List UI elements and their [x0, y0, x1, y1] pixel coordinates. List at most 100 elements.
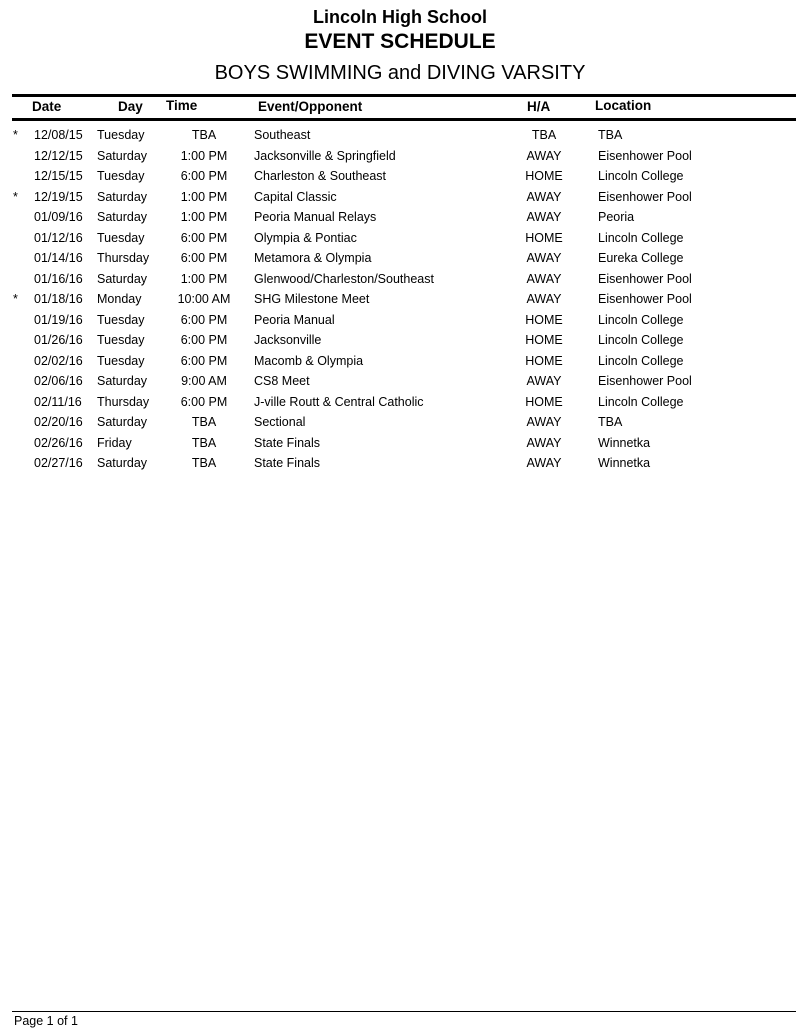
cell-date: 01/16/16	[34, 271, 83, 286]
cell-event: Jacksonville	[254, 333, 322, 347]
table-row: * 12/19/15 Saturday 1:00 PM Capital Classic A…	[0, 190, 800, 210]
page-title: EVENT SCHEDULE	[304, 30, 496, 53]
cell-date: 01/26/16	[34, 333, 83, 347]
cell-event: Southeast	[254, 128, 311, 142]
cell-location: Eisenhower Pool	[598, 374, 692, 388]
col-header-time: Time	[166, 98, 198, 113]
cell-time: 1:00 PM	[180, 210, 228, 224]
cell-event: Metamora & Olympia	[254, 251, 372, 265]
cell-event: Capital Classic	[254, 189, 337, 204]
cell-time: 6:00 PM	[180, 312, 228, 327]
cell-home-away: AWAY	[526, 456, 562, 470]
table-row: 02/11/16 Thursday 6:00 PM J-ville Routt & C…	[0, 395, 800, 415]
cell-time: 6:00 PM	[180, 394, 228, 409]
cell-date: 01/19/16	[34, 312, 83, 327]
cell-home-away: AWAY	[526, 189, 562, 204]
table-row: 02/06/16 Saturday 9:00 AM CS8 Meet AWAY Eisen…	[0, 374, 800, 394]
school-name: Lincoln High School	[313, 7, 487, 27]
table-row: 01/16/16 Saturday 1:00 PM Glenwood/Charlest…	[0, 272, 800, 292]
cell-home-away: AWAY	[526, 148, 562, 163]
table-row: 01/12/16 Tuesday 6:00 PM Olympia & Pontiac H…	[0, 231, 800, 251]
cell-date: 02/06/16	[34, 374, 83, 388]
cell-time: 9:00 AM	[181, 374, 227, 388]
header-top-rule	[12, 94, 796, 97]
cell-location: Winnetka	[598, 435, 651, 450]
cell-day: Thursday	[97, 394, 150, 409]
cell-date: 02/27/16	[34, 456, 83, 470]
cell-event: CS8 Meet	[254, 374, 310, 388]
table-row: * 01/18/16 Monday 10:00 AM SHG Milestone Mee…	[0, 292, 800, 312]
cell-home-away: AWAY	[526, 374, 562, 388]
row-marker: *	[13, 292, 18, 306]
col-header-event: Event/Opponent	[258, 99, 363, 114]
row-marker: *	[13, 128, 18, 142]
cell-home-away: HOME	[525, 230, 563, 245]
cell-home-away: AWAY	[526, 292, 562, 306]
cell-event: Peoria Manual Relays	[254, 210, 377, 224]
cell-time: TBA	[191, 128, 217, 142]
cell-home-away: AWAY	[526, 415, 562, 429]
page-subtitle: BOYS SWIMMING and DIVING VARSITY	[214, 62, 586, 84]
table-row: 01/14/16 Thursday 6:00 PM Metamora & Olympi…	[0, 251, 800, 271]
cell-location: Lincoln College	[598, 353, 684, 368]
cell-date: 12/08/15	[34, 128, 83, 142]
cell-time: TBA	[191, 435, 217, 450]
cell-date: 01/14/16	[34, 251, 83, 265]
table-row: 01/19/16 Tuesday 6:00 PM Peoria Manual HOME L…	[0, 313, 800, 333]
cell-home-away: HOME	[525, 169, 563, 183]
cell-date: 02/26/16	[34, 435, 83, 450]
cell-location: Peoria	[598, 210, 635, 224]
table-row: 02/26/16 Friday TBA State Finals AWAY Winnetk…	[0, 436, 800, 456]
cell-location: Winnetka	[598, 456, 651, 470]
cell-time: 6:00 PM	[180, 169, 228, 183]
cell-date: 02/02/16	[34, 353, 83, 368]
table-row: 02/27/16 Saturday TBA State Finals AWAY Winne…	[0, 456, 800, 476]
cell-date: 12/15/15	[34, 169, 83, 183]
cell-event: State Finals	[254, 456, 321, 470]
cell-location: Eureka College	[598, 251, 684, 265]
col-header-ha: H/A	[527, 99, 551, 114]
table-row: 12/15/15 Tuesday 6:00 PM Charleston & South…	[0, 169, 800, 189]
cell-date: 01/12/16	[34, 230, 83, 245]
cell-location: Lincoln College	[598, 312, 684, 327]
cell-day: Saturday	[97, 189, 148, 204]
table-row: 02/02/16 Tuesday 6:00 PM Macomb & Olympia HO…	[0, 354, 800, 374]
cell-day: Tuesday	[97, 312, 145, 327]
cell-location: TBA	[598, 128, 623, 142]
cell-event: Jacksonville & Springfield	[254, 148, 396, 163]
cell-event: SHG Milestone Meet	[254, 292, 370, 306]
cell-time: 6:00 PM	[180, 230, 228, 245]
cell-home-away: AWAY	[526, 251, 562, 265]
cell-home-away: HOME	[525, 333, 563, 347]
cell-location: Lincoln College	[598, 230, 684, 245]
cell-home-away: AWAY	[526, 271, 562, 286]
cell-location: Lincoln College	[598, 169, 684, 183]
cell-home-away: HOME	[525, 312, 563, 327]
cell-day: Tuesday	[97, 353, 145, 368]
cell-day: Saturday	[97, 148, 148, 163]
cell-date: 02/20/16	[34, 415, 83, 429]
table-row: * 12/08/15 Tuesday TBA Southeast TBA TBA	[0, 128, 800, 148]
cell-location: Lincoln College	[598, 333, 684, 347]
cell-date: 01/09/16	[34, 210, 83, 224]
cell-day: Monday	[97, 292, 142, 306]
cell-home-away: TBA	[531, 128, 557, 142]
cell-day: Tuesday	[97, 333, 145, 347]
cell-location: Eisenhower Pool	[598, 189, 692, 204]
cell-time: 6:00 PM	[180, 353, 228, 368]
table-row: 01/26/16 Tuesday 6:00 PM Jacksonville HOME Li…	[0, 333, 800, 353]
cell-time: 1:00 PM	[180, 148, 228, 163]
cell-date: 02/11/16	[34, 394, 82, 409]
cell-day: Saturday	[97, 415, 148, 429]
cell-date: 12/12/15	[34, 148, 83, 163]
cell-day: Thursday	[97, 251, 150, 265]
cell-day: Saturday	[97, 210, 148, 224]
cell-event: Macomb & Olympia	[254, 353, 364, 368]
footer-rule	[12, 1011, 796, 1012]
cell-home-away: AWAY	[526, 210, 562, 224]
row-marker: *	[13, 189, 18, 204]
cell-date: 12/19/15	[34, 189, 83, 204]
table-row: 01/09/16 Saturday 1:00 PM Peoria Manual Rel…	[0, 210, 800, 230]
cell-event: Glenwood/Charleston/Southeast	[254, 271, 434, 286]
